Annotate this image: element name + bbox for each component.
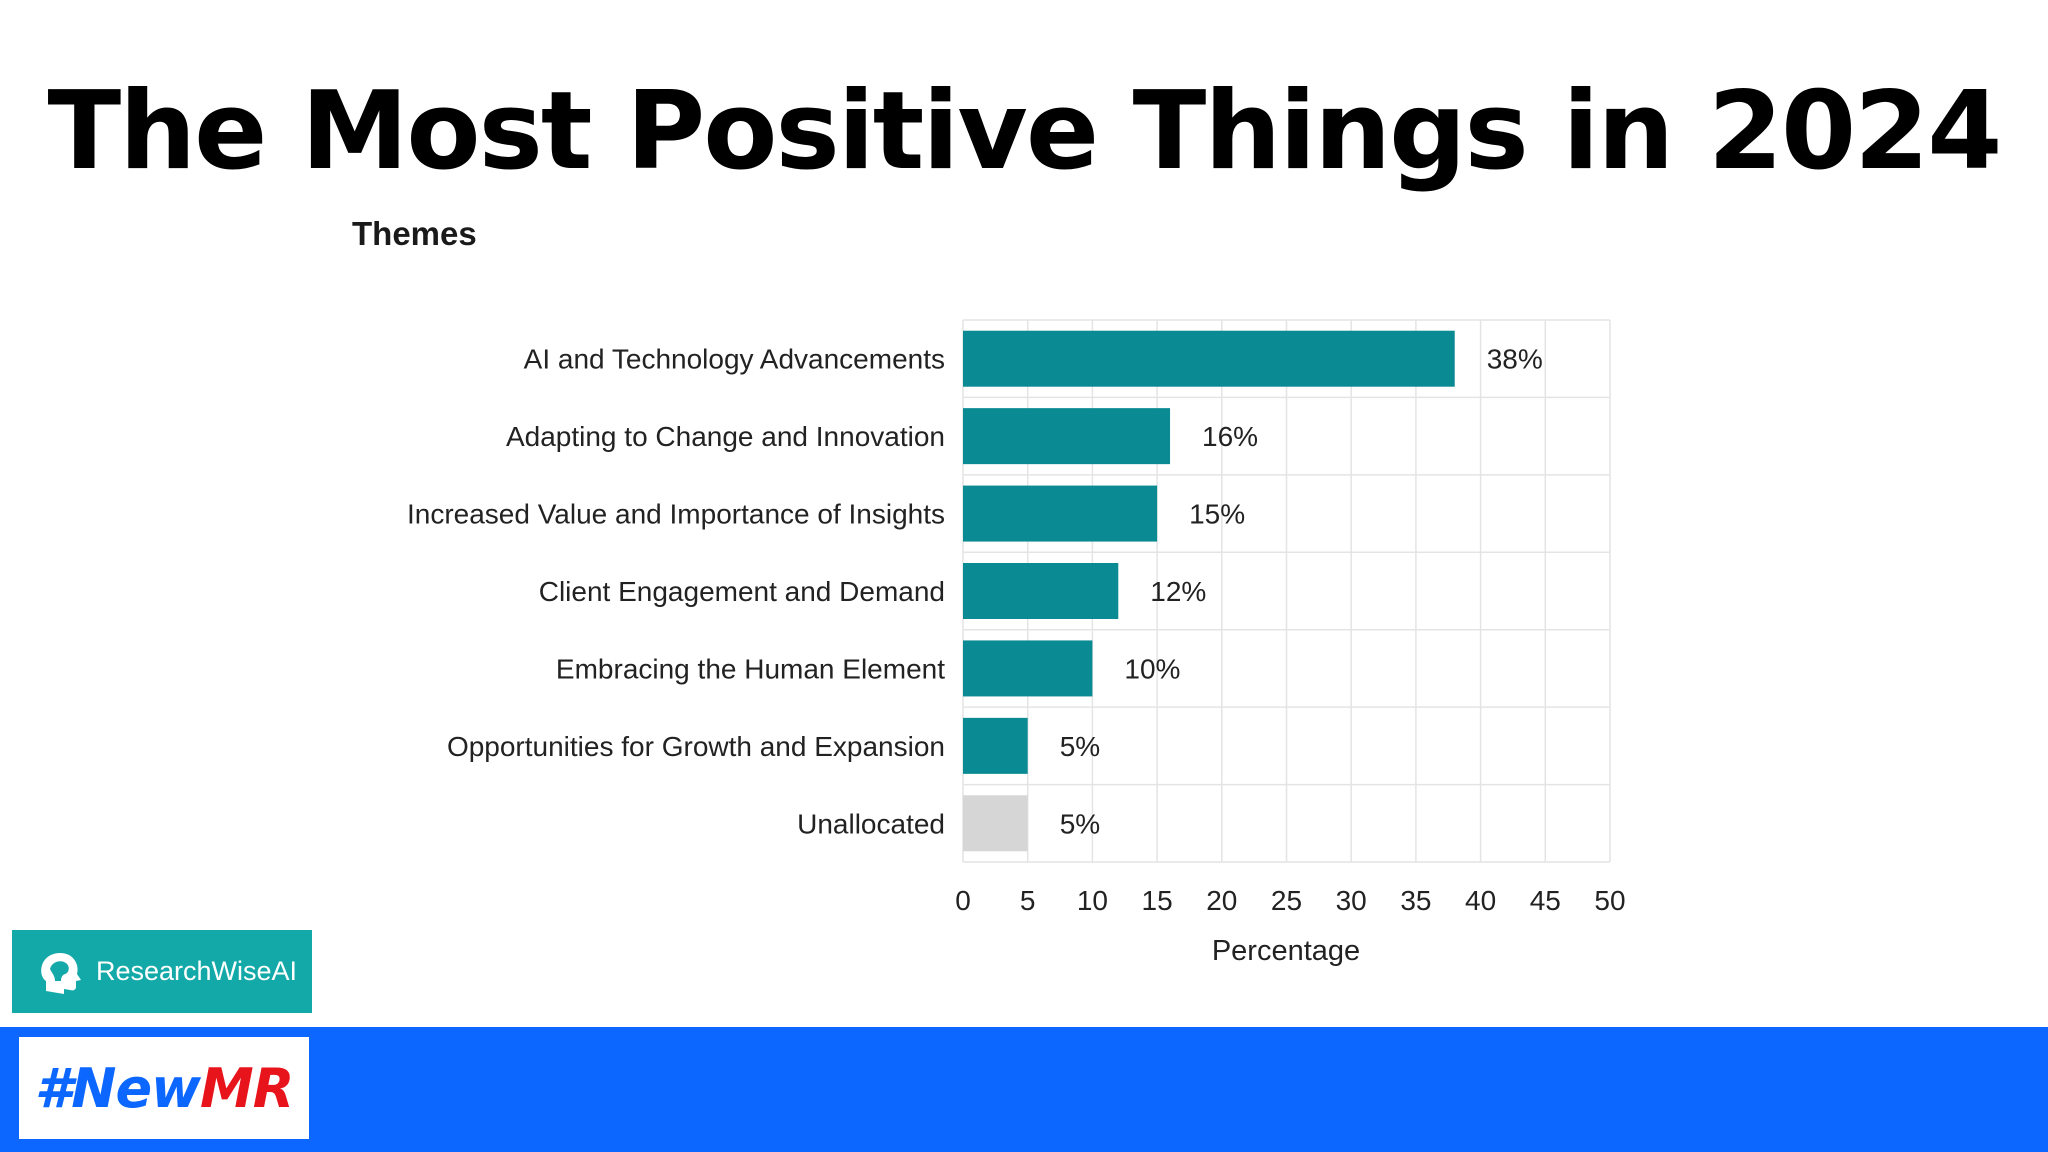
value-label: 15% xyxy=(1189,499,1245,530)
bar xyxy=(963,795,1028,852)
value-label: 12% xyxy=(1150,576,1206,607)
hashtag-text: #NewMR xyxy=(34,1056,295,1120)
bar-chart: AI and Technology Advancements Adapting t… xyxy=(407,319,1626,967)
category-label: AI and Technology Advancements xyxy=(524,344,945,375)
x-tick-label: 10 xyxy=(1077,885,1108,916)
bar xyxy=(963,408,1171,465)
value-label: 16% xyxy=(1202,421,1258,452)
bar xyxy=(963,717,1028,774)
category-label: Adapting to Change and Innovation xyxy=(506,421,945,452)
x-tick-label: 50 xyxy=(1594,885,1625,916)
value-label: 5% xyxy=(1060,808,1100,839)
x-tick-label: 5 xyxy=(1020,885,1036,916)
category-labels: AI and Technology Advancements Adapting t… xyxy=(407,344,945,840)
bar xyxy=(963,563,1119,619)
value-label: 5% xyxy=(1060,731,1100,762)
chart-grid xyxy=(962,319,1611,863)
hashtag-box: #NewMR xyxy=(19,1037,309,1139)
x-tick-label: 30 xyxy=(1336,885,1367,916)
category-label: Embracing the Human Element xyxy=(556,653,945,684)
category-label: Increased Value and Importance of Insigh… xyxy=(407,499,945,530)
category-label: Unallocated xyxy=(797,808,945,839)
category-label: Client Engagement and Demand xyxy=(539,576,945,607)
bar xyxy=(963,640,1093,697)
value-labels: 38% 16% 15% 12% 10% 5% 5% xyxy=(1060,344,1543,840)
x-tick-label: 0 xyxy=(955,885,971,916)
chart-subtitle: Themes xyxy=(352,215,477,252)
researchwise-logo: ResearchWiseAI xyxy=(12,930,312,1013)
x-tick-label: 25 xyxy=(1271,885,1302,916)
head-icon xyxy=(41,952,81,994)
chart-bars xyxy=(963,330,1455,852)
category-label: Opportunities for Growth and Expansion xyxy=(447,731,945,762)
bar xyxy=(963,330,1455,387)
bar xyxy=(963,485,1158,542)
footer-bar xyxy=(0,1027,2048,1152)
value-label: 38% xyxy=(1487,344,1543,375)
x-axis-label: Percentage xyxy=(1212,935,1360,967)
x-tick-label: 20 xyxy=(1206,885,1237,916)
logo-text: ResearchWiseAI xyxy=(96,956,298,986)
x-tick-label: 45 xyxy=(1530,885,1561,916)
x-tick-labels: 0 5 10 15 20 25 30 35 40 45 50 xyxy=(955,885,1625,916)
page-title: The Most Positive Things in 2024 xyxy=(47,69,2003,194)
x-tick-label: 15 xyxy=(1142,885,1173,916)
x-tick-label: 40 xyxy=(1465,885,1496,916)
hashtag-part-new: #New xyxy=(34,1056,201,1120)
value-label: 10% xyxy=(1124,653,1180,684)
x-tick-label: 35 xyxy=(1400,885,1431,916)
hashtag-part-mr: MR xyxy=(199,1056,294,1120)
